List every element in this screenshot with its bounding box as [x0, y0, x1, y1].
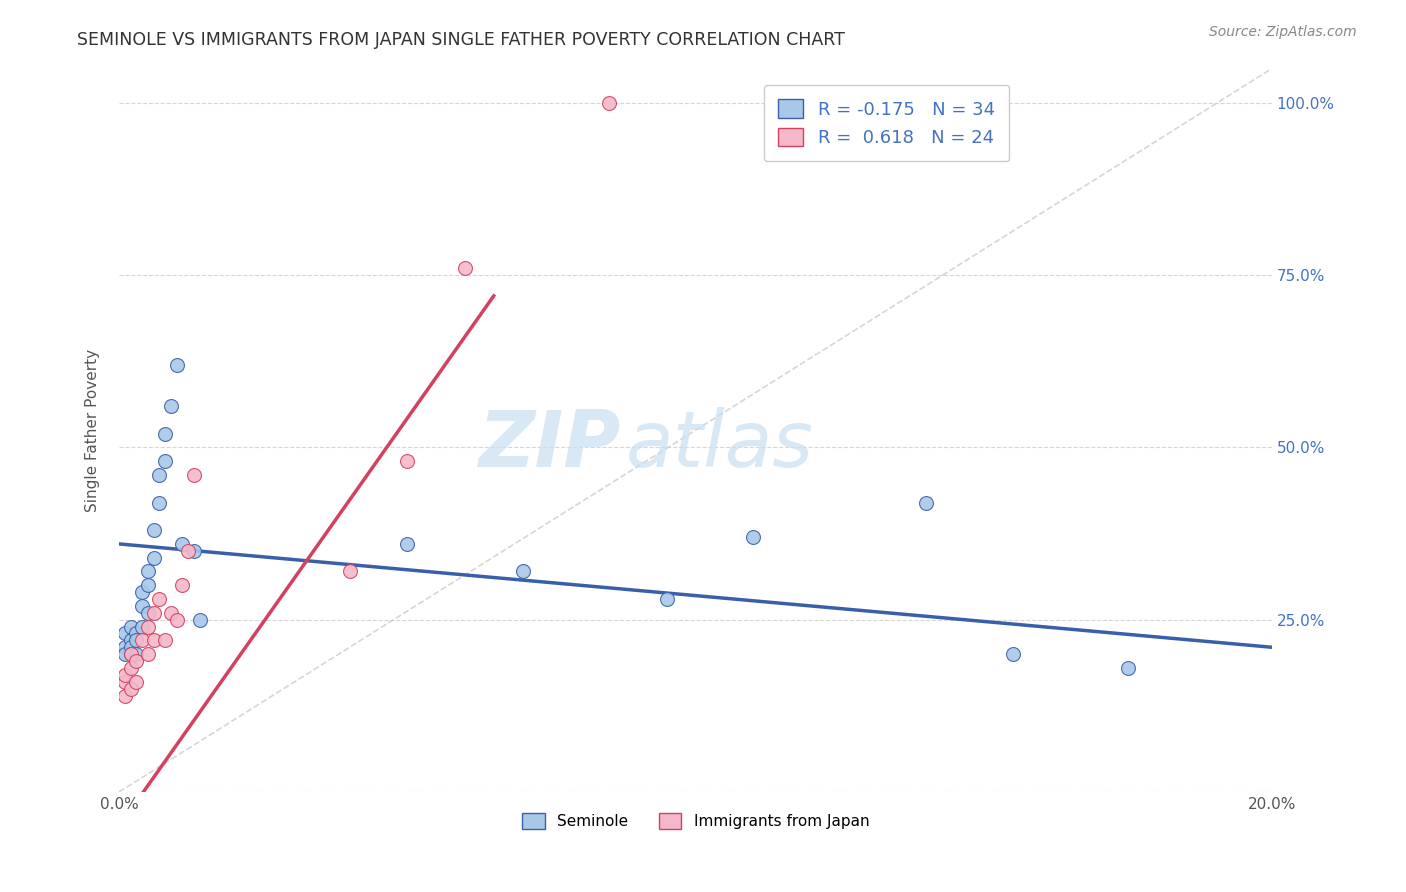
Point: [120, 661, 142, 675]
Point: [166, 358, 188, 372]
Point: [120, 647, 142, 661]
Point: [114, 689, 136, 703]
Point: [1116, 661, 1139, 675]
Point: [160, 606, 183, 620]
Point: [339, 565, 361, 579]
Point: [120, 633, 142, 648]
Point: [153, 426, 176, 441]
Point: [183, 468, 205, 483]
Y-axis label: Single Father Poverty: Single Father Poverty: [86, 349, 100, 512]
Point: [396, 454, 419, 468]
Point: [142, 633, 165, 648]
Point: [131, 633, 153, 648]
Point: [142, 550, 165, 565]
Point: [120, 647, 142, 661]
Point: [148, 495, 170, 509]
Point: [655, 592, 678, 607]
Point: [172, 537, 194, 551]
Point: [131, 599, 153, 613]
Point: [136, 606, 159, 620]
Point: [114, 640, 136, 655]
Point: [915, 495, 938, 509]
Point: [125, 654, 148, 668]
Text: SEMINOLE VS IMMIGRANTS FROM JAPAN SINGLE FATHER POVERTY CORRELATION CHART: SEMINOLE VS IMMIGRANTS FROM JAPAN SINGLE…: [77, 31, 845, 49]
Legend: Seminole, Immigrants from Japan: Seminole, Immigrants from Japan: [516, 806, 876, 835]
Point: [125, 647, 148, 661]
Point: [136, 647, 159, 661]
Point: [1001, 647, 1024, 661]
Point: [166, 613, 188, 627]
Point: [177, 544, 200, 558]
Point: [136, 565, 159, 579]
Text: Source: ZipAtlas.com: Source: ZipAtlas.com: [1209, 25, 1357, 39]
Point: [125, 674, 148, 689]
Point: [131, 619, 153, 633]
Point: [125, 626, 148, 640]
Point: [512, 565, 534, 579]
Point: [454, 261, 477, 276]
Point: [148, 468, 170, 483]
Point: [120, 640, 142, 655]
Point: [142, 606, 165, 620]
Point: [114, 668, 136, 682]
Point: [742, 530, 765, 544]
Point: [125, 633, 148, 648]
Point: [114, 626, 136, 640]
Point: [153, 454, 176, 468]
Point: [114, 647, 136, 661]
Point: [160, 399, 183, 413]
Point: [131, 585, 153, 599]
Point: [136, 619, 159, 633]
Point: [120, 681, 142, 696]
Point: [188, 613, 211, 627]
Point: [598, 95, 620, 110]
Point: [396, 537, 419, 551]
Point: [172, 578, 194, 592]
Point: [183, 544, 205, 558]
Point: [142, 523, 165, 537]
Text: atlas: atlas: [626, 407, 814, 483]
Point: [153, 633, 176, 648]
Point: [114, 674, 136, 689]
Point: [148, 592, 170, 607]
Point: [136, 578, 159, 592]
Text: ZIP: ZIP: [478, 407, 620, 483]
Point: [120, 619, 142, 633]
